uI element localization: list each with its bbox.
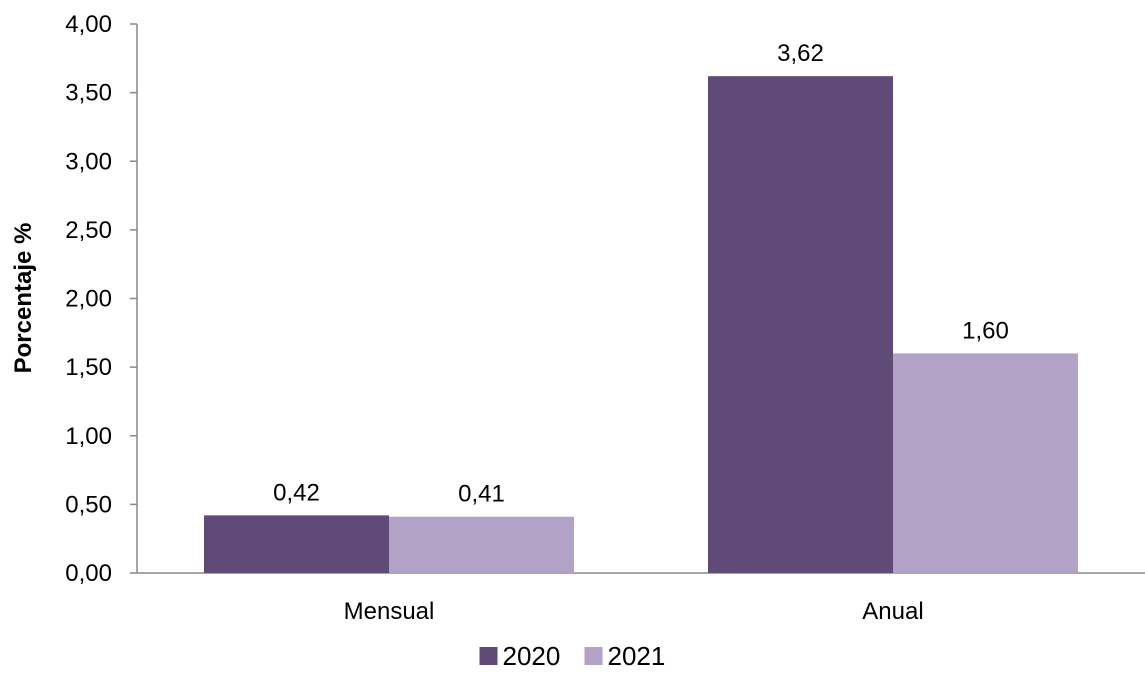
bar [893,353,1078,573]
bar [708,76,893,573]
legend-swatch [479,647,498,665]
y-axis-title: Porcentaje % [10,223,37,374]
y-tick-label: 1,00 [65,423,112,450]
y-tick-label: 2,50 [65,217,112,244]
legend-swatch [584,647,603,665]
data-label: 1,60 [962,317,1009,344]
x-category-label: Mensual [344,598,435,625]
y-tick-label: 2,00 [65,286,112,313]
y-tick-label: 3,00 [65,148,112,175]
y-tick-label: 4,00 [65,11,112,38]
y-tick-label: 1,50 [65,354,112,381]
legend-label: 2020 [503,641,561,671]
data-label: 0,41 [458,481,505,508]
y-tick-label: 3,50 [65,80,112,107]
legend: 2020 2021 [479,641,666,671]
legend-label: 2021 [608,641,666,671]
y-tick-label: 0,50 [65,491,112,518]
bar [389,516,574,573]
plot-area: 0,00 0,50 1,00 1,50 2,00 2,50 3,00 3,50 4,00 0,42… [65,11,1145,625]
bar [204,515,389,573]
y-tick-label: 0,00 [65,560,112,587]
data-label: 0,42 [273,479,320,506]
data-label: 3,62 [777,40,824,67]
x-category-label: Anual [862,598,923,625]
